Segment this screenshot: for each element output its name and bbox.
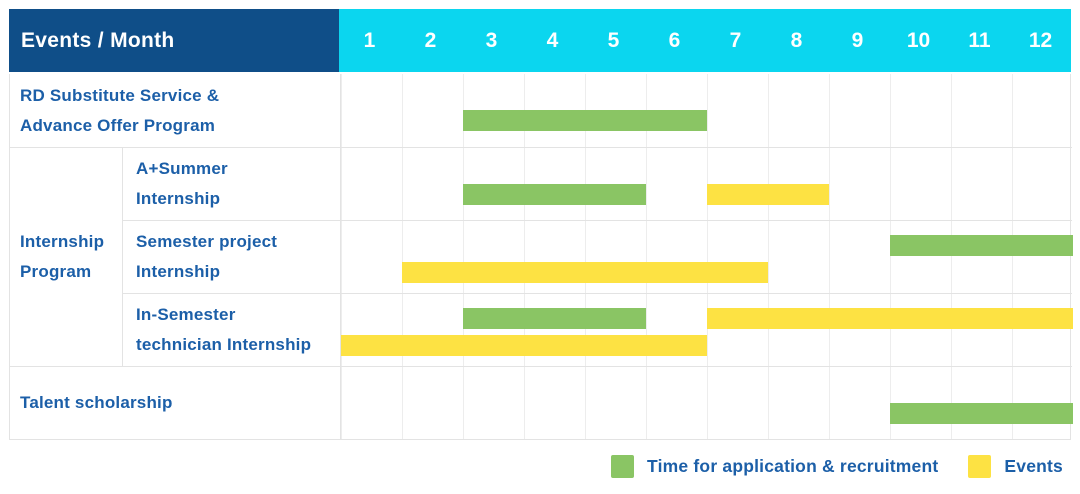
gantt-bar-event [707, 308, 1073, 329]
row-label: A+Summer Internship [123, 147, 340, 220]
gantt-schedule-table: Events / Month 1 2 3 4 5 6 7 8 9 10 11 12 RD Substi… [9, 9, 1073, 440]
legend: Time for application & recruitment Event… [611, 453, 1063, 479]
gantt-row-timeline [340, 74, 1072, 147]
month-label: 9 [851, 29, 864, 52]
row-label: In-Semester technician Internship [123, 293, 340, 366]
label-line: Internship [136, 262, 221, 281]
month-label: 2 [424, 29, 437, 52]
label-line: Internship [20, 232, 105, 251]
table-header-row: Events / Month 1 2 3 4 5 6 7 8 9 10 11 12 [9, 9, 1071, 72]
gantt-bar-event [707, 184, 829, 205]
legend-item-events: Events [968, 454, 1063, 478]
month-label: 12 [1028, 29, 1053, 52]
gantt-bar-application [463, 184, 646, 205]
month-label: 3 [485, 29, 498, 52]
gantt-bar-application [890, 403, 1073, 424]
month-label: 5 [607, 29, 620, 52]
events-month-header: Events / Month [9, 9, 339, 72]
month-label: 10 [906, 29, 931, 52]
month-label: 11 [968, 29, 991, 52]
month-label: 1 [363, 29, 376, 52]
gantt-row-timeline [340, 366, 1073, 439]
month-label: 8 [790, 29, 803, 52]
gantt-grid-body: RD Substitute Service & Advance Offer Pro… [9, 74, 1073, 440]
gantt-bar-application [463, 110, 707, 131]
gantt-row-timeline [340, 220, 1073, 293]
legend-label-events: Events [1004, 455, 1063, 476]
label-line: technician Internship [136, 335, 312, 354]
label-line: In-Semester [136, 305, 236, 324]
row-label: Semester project Internship [123, 220, 340, 293]
events-color-swatch [968, 454, 992, 478]
row-label: Talent scholarship [10, 366, 340, 439]
label-line: Program [20, 262, 92, 281]
month-label: 7 [729, 29, 742, 52]
label-line: RD Substitute Service & [20, 85, 220, 105]
month-header-row: 1 2 3 4 5 6 7 8 9 10 11 12 [339, 9, 1071, 72]
application-color-swatch [611, 454, 635, 478]
label-line: Internship [136, 189, 221, 208]
label-line: Semester project [136, 232, 278, 251]
gantt-bar-application [890, 235, 1073, 256]
gantt-row-timeline [340, 293, 1073, 366]
month-label: 6 [668, 29, 681, 52]
gantt-bar-event [341, 335, 707, 356]
label-line: A+Summer [136, 159, 228, 178]
gantt-bar-event [402, 262, 768, 283]
gantt-bar-application [463, 308, 646, 329]
label-line: Advance Offer Program [20, 115, 216, 135]
label-line: Talent scholarship [20, 393, 173, 412]
legend-item-application: Time for application & recruitment [611, 454, 939, 478]
month-label: 4 [546, 29, 559, 52]
legend-label-application: Time for application & recruitment [647, 455, 939, 476]
row-label: RD Substitute Service & Advance Offer Pro… [10, 74, 340, 147]
group-label: Internship Program [10, 147, 123, 366]
gantt-row-timeline [340, 147, 1072, 220]
